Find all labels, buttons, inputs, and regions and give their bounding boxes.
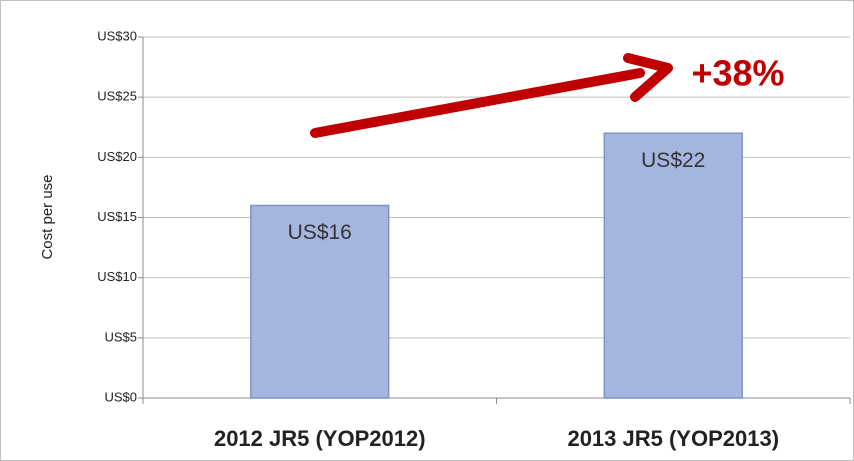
bar — [250, 204, 390, 399]
y-tick-label: US$15 — [97, 209, 137, 224]
y-tick-label: US$10 — [97, 269, 137, 284]
y-tick-label: US$30 — [97, 28, 137, 43]
trend-arrow-head — [623, 53, 673, 102]
y-axis-label: Cost per use — [39, 174, 56, 259]
x-tick-label: 2012 JR5 (YOP2012) — [214, 426, 426, 451]
y-tick-label: US$5 — [104, 329, 137, 344]
value-label: US$22 — [641, 149, 705, 172]
annotation: +38% — [691, 53, 784, 94]
x-tick-label: 2013 JR5 (YOP2013) — [567, 426, 779, 451]
y-tick-label: US$20 — [97, 149, 137, 164]
y-tick-label: US$25 — [97, 89, 137, 104]
value-label: US$16 — [288, 221, 352, 244]
y-tick-label: US$0 — [104, 389, 137, 404]
trend-arrow — [310, 68, 645, 138]
bar — [603, 132, 743, 399]
